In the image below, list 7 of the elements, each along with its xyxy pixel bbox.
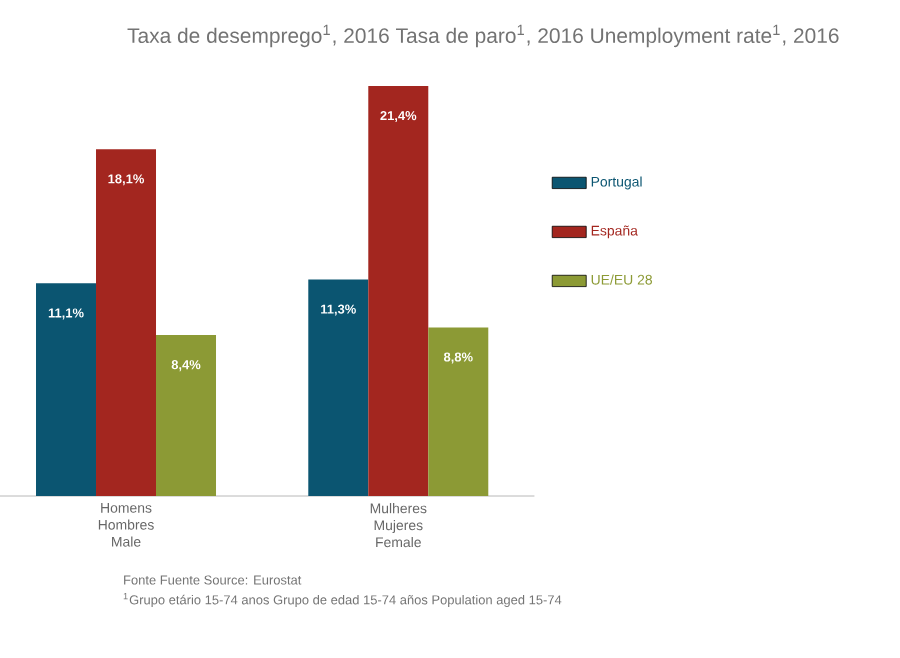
chart-title: Taxa de desemprego$^{1}$, 2016 Tasa de paro$^{1}$, 2016 Unemployment rate$^{1}$, 2016 (127, 24, 839, 48)
bar (308, 279, 369, 496)
bar (36, 283, 97, 496)
bar (368, 86, 429, 496)
bar (96, 149, 157, 496)
bar (156, 335, 217, 496)
bar (428, 327, 489, 496)
